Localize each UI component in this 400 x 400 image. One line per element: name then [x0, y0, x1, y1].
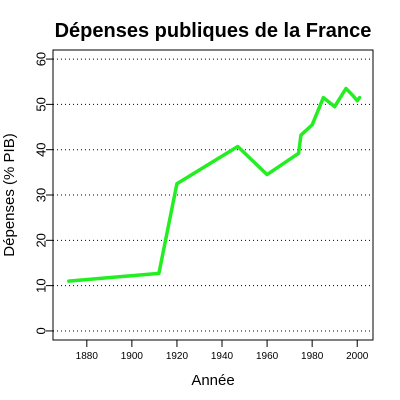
x-tick-label-1940: 1940 — [211, 351, 234, 362]
x-axis: 1880 1900 1920 1940 1960 1980 2000 — [76, 340, 369, 362]
x-axis-label: Année — [191, 372, 234, 389]
y-tick-label-0: 0 — [34, 327, 49, 334]
gridlines — [53, 58, 373, 332]
x-tick-label-1880: 1880 — [76, 351, 99, 362]
x-tick-label-1960: 1960 — [256, 351, 279, 362]
series-line-layer — [67, 86, 362, 283]
y-axis: 0 10 20 30 40 50 60 — [34, 52, 53, 335]
series-line-0 — [67, 86, 362, 283]
chart-title: Dépenses publiques de la France — [55, 20, 372, 42]
y-tick-label-50: 50 — [34, 97, 49, 111]
y-tick-label-20: 20 — [34, 233, 49, 247]
y-tick-label-60: 60 — [34, 52, 49, 66]
x-tick-label-1920: 1920 — [166, 351, 189, 362]
y-axis-label: Dépenses (% PIB) — [1, 133, 18, 256]
x-tick-label-1900: 1900 — [121, 351, 144, 362]
y-tick-label-40: 40 — [34, 142, 49, 156]
y-tick-label-10: 10 — [34, 278, 49, 292]
x-tick-label-2000: 2000 — [346, 351, 369, 362]
x-tick-label-1980: 1980 — [301, 351, 324, 362]
y-tick-label-30: 30 — [34, 188, 49, 202]
